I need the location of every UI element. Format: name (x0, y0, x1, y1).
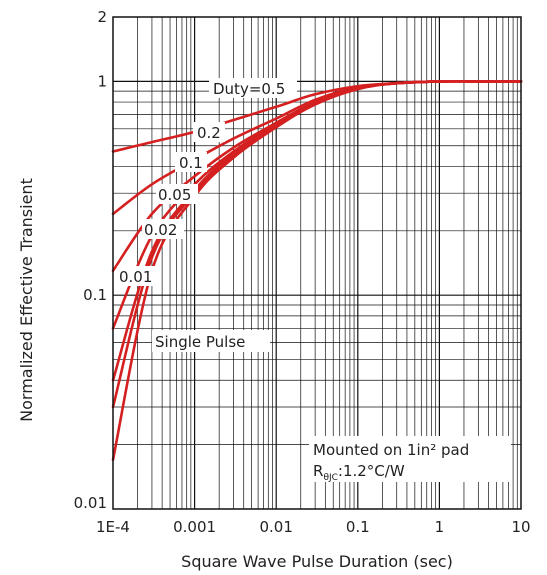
curve-label-0.05: 0.05 (158, 186, 191, 204)
series-line-6 (111, 79, 523, 461)
x-tick-label-4: 1 (435, 518, 445, 536)
label-bg-0.1 (175, 152, 207, 172)
y-tick-label-3: 2 (97, 8, 107, 26)
y-tick-label-2: 1 (97, 72, 107, 90)
note-bg (309, 436, 511, 482)
x-tick-label-0: 1E-4 (96, 518, 130, 536)
curves (111, 79, 523, 461)
note-sub: θJC (323, 473, 337, 483)
series-line-0 (111, 79, 523, 153)
curve-label-0.1: 0.1 (179, 154, 203, 172)
note-value: :1.2°C/W (338, 462, 405, 480)
x-tick-label-3: 0.1 (346, 518, 370, 536)
tick-labels: 1E-4 0.001 0.01 0.1 1 10 0.01 0.1 1 2 (74, 8, 531, 536)
series-line-3 (111, 79, 523, 330)
label-bg-0.01 (117, 266, 159, 286)
label-bg-duty-0.5 (209, 78, 297, 98)
note-r: R (313, 462, 323, 480)
x-tick-label-5: 10 (511, 518, 530, 536)
curve-label-0.2: 0.2 (197, 124, 221, 142)
x-tick-label-2: 0.01 (259, 518, 292, 536)
curve-label-0.01: 0.01 (119, 268, 152, 286)
x-tick-label-1: 0.001 (173, 518, 216, 536)
mounting-note: Mounted on 1in² pad RθJC:1.2°C/W (309, 436, 511, 483)
y-tick-label-1: 0.1 (83, 286, 107, 304)
y-tick-label-0: 0.01 (74, 494, 107, 512)
plot-frame (112, 16, 522, 510)
series-line-2 (111, 79, 523, 273)
curve-labels: Duty=0.5 0.2 0.1 0.05 0.02 0.01 Single P… (117, 78, 297, 352)
curve-label-0.02: 0.02 (144, 221, 177, 239)
series-line-5 (111, 79, 523, 409)
label-bg-0.05 (156, 184, 198, 204)
label-bg-0.2 (193, 122, 225, 142)
y-axis-title: Normalized Effective Transient (17, 178, 36, 422)
note-line2: RθJC:1.2°C/W (313, 462, 405, 483)
note-line1: Mounted on 1in² pad (313, 441, 469, 459)
label-bg-single-pulse (152, 330, 270, 352)
label-bg-0.02 (142, 219, 184, 239)
curve-label-single-pulse: Single Pulse (155, 333, 245, 351)
x-axis-title: Square Wave Pulse Duration (sec) (181, 552, 453, 571)
grid (113, 17, 521, 509)
curve-label-duty-0.5: Duty=0.5 (213, 80, 285, 98)
